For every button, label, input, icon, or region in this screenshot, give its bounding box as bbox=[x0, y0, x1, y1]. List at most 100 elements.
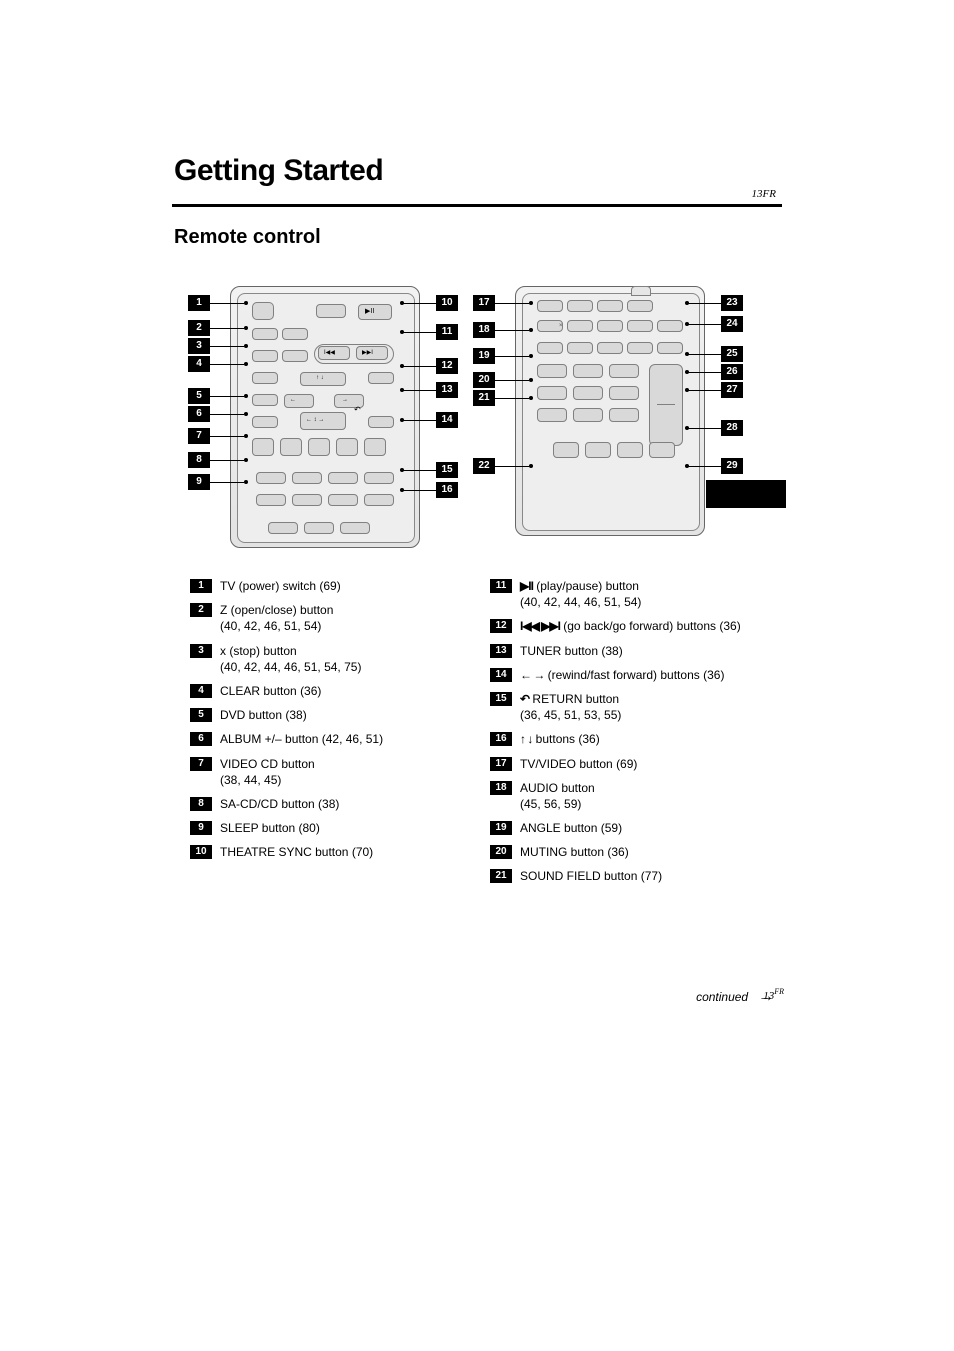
legend-number: 5 bbox=[190, 708, 212, 722]
remote-btn bbox=[573, 408, 603, 422]
legend-text: ← → (rewind/fast forward) buttons (36) bbox=[520, 667, 785, 683]
remote-btn bbox=[364, 438, 386, 456]
legend-number: 15 bbox=[490, 692, 512, 706]
page-number-value: 13 bbox=[763, 990, 774, 1002]
legend-number: 9 bbox=[190, 821, 212, 835]
callout-leader bbox=[687, 466, 721, 467]
page-number-large: 13FR bbox=[763, 987, 784, 1002]
header-rule bbox=[172, 204, 782, 207]
legend-page-ref: (80) bbox=[299, 821, 320, 835]
callout-dot bbox=[685, 370, 689, 374]
legend-label: ALBUM +/– button bbox=[220, 732, 318, 746]
legend-page-ref: (42, 46, 51) bbox=[322, 732, 383, 746]
remote-btn bbox=[252, 394, 278, 406]
legend-number: 2 bbox=[190, 603, 212, 617]
callout-leader bbox=[687, 390, 721, 391]
legend-text: x (stop) button(40, 42, 44, 46, 51, 54, … bbox=[220, 643, 485, 675]
callout-number: 22 bbox=[473, 458, 495, 474]
callout-dot bbox=[529, 301, 533, 305]
callout-dot bbox=[400, 488, 404, 492]
callout-leader bbox=[687, 303, 721, 304]
callout-leader bbox=[210, 460, 244, 461]
remote-btn bbox=[252, 350, 278, 362]
legend-page-ref: (69) bbox=[616, 757, 637, 771]
legend-item: 14← → (rewind/fast forward) buttons (36) bbox=[490, 667, 785, 683]
remote-btn bbox=[252, 416, 278, 428]
legend-item: 5DVD button (38) bbox=[190, 707, 485, 723]
legend-text: SLEEP button (80) bbox=[220, 820, 485, 836]
callout-leader bbox=[402, 366, 436, 367]
legend-item: 9 SLEEP button (80) bbox=[190, 820, 485, 836]
remote-btn bbox=[553, 442, 579, 458]
return-icon: ↶ bbox=[354, 406, 361, 414]
legend-number: 19 bbox=[490, 821, 512, 835]
legend-number: 4 bbox=[190, 684, 212, 698]
remote-btn bbox=[340, 522, 370, 534]
remote-btn bbox=[627, 342, 653, 354]
legend-item: 2Z (open/close) button(40, 42, 46, 51, 5… bbox=[190, 602, 485, 634]
callout-number: 6 bbox=[188, 406, 210, 422]
legend-page-ref: (40, 42, 44, 46, 51, 54) bbox=[520, 595, 641, 609]
remote-diagram-top: ▶II I◀◀ ▶▶I ↑ ↓ bbox=[230, 286, 470, 556]
callout-number: 4 bbox=[188, 356, 210, 372]
callout-leader bbox=[210, 436, 244, 437]
legend-number: 13 bbox=[490, 644, 512, 658]
legend-item: 12I◀◀ ▶▶I (go back/go forward) buttons (… bbox=[490, 618, 785, 634]
legend-label: TV (power) switch bbox=[220, 579, 316, 593]
remote-btn bbox=[282, 328, 308, 340]
prev-icon: I◀◀ bbox=[324, 350, 335, 356]
legend-symbol-icon: ↶ bbox=[520, 692, 529, 706]
cursor-icon: ← ↕ → bbox=[306, 417, 324, 423]
legend-text: TV/VIDEO button (69) bbox=[520, 756, 785, 772]
remote-btn bbox=[252, 302, 274, 320]
callout-dot bbox=[244, 434, 248, 438]
callout-number: 12 bbox=[436, 358, 458, 374]
legend-item: 19ANGLE button (59) bbox=[490, 820, 785, 836]
callout-number: 25 bbox=[721, 346, 743, 362]
remote-inner-top: ▶II I◀◀ ▶▶I ↑ ↓ bbox=[237, 293, 415, 543]
legend-item: 8SA-CD/CD button (38) bbox=[190, 796, 485, 812]
callout-number: 21 bbox=[473, 390, 495, 406]
legend-page-ref: (36, 45, 51, 53, 55) bbox=[520, 708, 621, 722]
legend-page-ref: (36) bbox=[578, 732, 599, 746]
legend-number: 16 bbox=[490, 732, 512, 746]
remote-btn bbox=[537, 364, 567, 378]
legend-label: x (stop) button bbox=[220, 644, 297, 658]
leftright-icon: ← bbox=[290, 397, 296, 403]
legend-symbol-icon: ← → bbox=[520, 668, 544, 682]
legend-item: 15↶ RETURN button(36, 45, 51, 53, 55) bbox=[490, 691, 785, 723]
callout-dot bbox=[400, 388, 404, 392]
remote-btn bbox=[573, 386, 603, 400]
legend-label: SLEEP button bbox=[220, 821, 295, 835]
remote-btn bbox=[657, 342, 683, 354]
callout-dot bbox=[400, 301, 404, 305]
remote-btn bbox=[328, 494, 358, 506]
callout-leader bbox=[687, 372, 721, 373]
remote-inner-bottom: × bbox=[522, 293, 700, 531]
remote-btn bbox=[597, 300, 623, 312]
legend-item: 20MUTING button (36) bbox=[490, 844, 785, 860]
callout-leader bbox=[495, 356, 529, 357]
callout-dot bbox=[685, 322, 689, 326]
x-icon: × bbox=[559, 323, 563, 329]
legend-page-ref: (70) bbox=[352, 845, 373, 859]
callout-number: 14 bbox=[436, 412, 458, 428]
callout-leader bbox=[495, 303, 529, 304]
callout-leader bbox=[210, 414, 244, 415]
play-pause-icon: ▶II bbox=[365, 308, 374, 315]
remote-btn bbox=[304, 522, 334, 534]
remote-btn bbox=[537, 408, 567, 422]
remote-btn bbox=[252, 372, 278, 384]
legend-page-ref: (36) bbox=[719, 619, 740, 633]
remote-btn bbox=[308, 438, 330, 456]
legend-number: 3 bbox=[190, 644, 212, 658]
callout-dot bbox=[244, 344, 248, 348]
callout-leader bbox=[210, 303, 244, 304]
remote-diagram-bottom: × bbox=[515, 286, 755, 556]
section-title: Getting Started bbox=[174, 154, 383, 188]
page-header-lang: FR bbox=[763, 188, 776, 200]
subsection-title: Remote control bbox=[174, 226, 321, 249]
callout-leader bbox=[687, 324, 721, 325]
legend-label: SA-CD/CD button bbox=[220, 797, 315, 811]
legend-label: VIDEO CD button bbox=[220, 757, 315, 771]
